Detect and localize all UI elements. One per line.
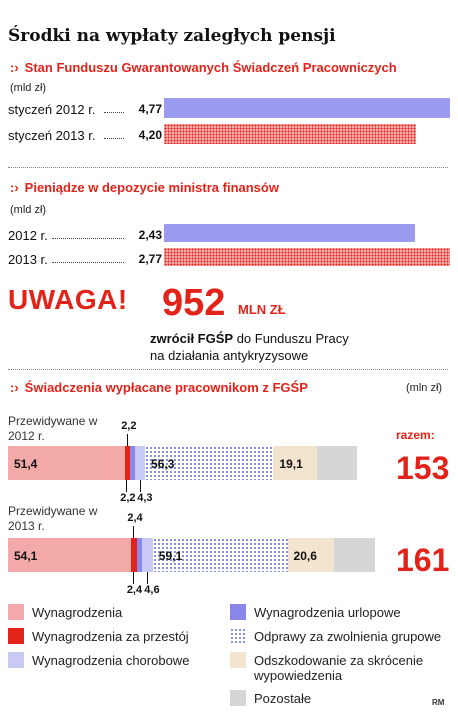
total-value: 153 (396, 450, 450, 486)
pointer-line (127, 434, 129, 446)
legend-swatch (8, 604, 24, 620)
section-marker-icon: :› (10, 60, 19, 75)
segment-value-label: 2,2 (121, 420, 137, 432)
bar-category-label: styczeń 2012 r. (8, 102, 96, 117)
bar-category-label: styczeń 2013 r. (8, 128, 96, 143)
bar-segment (131, 538, 137, 572)
callout-text-line2: na działania antykryzysowe (150, 348, 309, 363)
callout-text-bold: zwrócił FGŚP (150, 331, 234, 346)
legend-label: Wynagrodzenia chorobowe (32, 653, 190, 668)
legend-label: Wynagrodzenia urlopowe (254, 605, 401, 620)
pointer-line (133, 526, 135, 538)
section3-unit: (mln zł) (406, 382, 443, 394)
segment-value-label: 2,2 (120, 492, 136, 504)
bar-segment (287, 538, 335, 572)
pointer-line (140, 480, 142, 492)
bar (164, 124, 416, 144)
legend-swatch (8, 628, 24, 644)
divider (8, 368, 448, 370)
benefits-stacked-chart: Przewidywane w 2012 r. 51,4 2,2 2,2 4,3 56,3 1… (0, 400, 458, 596)
bar (164, 224, 415, 242)
page-title: Środki na wypłaty zaległych pensji (8, 26, 336, 46)
bar-value-label: 2,77 (138, 252, 162, 266)
leader-dots (52, 262, 124, 263)
callout-number-unit: MLN ZŁ (238, 302, 286, 317)
bar (164, 98, 450, 118)
bar-segment (8, 446, 126, 480)
segment-value-label: 19,1 (279, 457, 303, 471)
fund-bar-chart: styczeń 2012 r. 4,77 styczeń 2013 r. 4,20 (0, 96, 458, 152)
bar-segment (135, 446, 146, 480)
legend-label: Pozostałe (254, 691, 312, 706)
bar-segment (316, 446, 357, 480)
callout-text-rest: do Funduszu Pracy (233, 331, 349, 346)
deposit-bar-chart: 2012 r. 2,43 2013 r. 2,77 (0, 222, 458, 272)
total-label: razem: (396, 428, 435, 442)
bar-segment (273, 446, 317, 480)
bar-segment (152, 538, 288, 572)
section-marker-icon: :› (10, 380, 19, 395)
divider (8, 166, 448, 168)
leader-dots (104, 138, 124, 139)
section2-heading: :› Pieniądze w depozycie ministra finansó… (10, 180, 279, 195)
row-category-label: Przewidywane w 2013 r. (8, 504, 98, 533)
credit: RM (432, 698, 445, 707)
segment-value-label: 56,3 (151, 457, 175, 471)
bar-value-label: 4,77 (138, 102, 162, 116)
segment-value-label: 54,1 (14, 549, 38, 563)
legend-swatch (8, 652, 24, 668)
legend-label: Odprawy za zwolnienia grupowe (254, 629, 442, 644)
pointer-line (147, 572, 149, 584)
legend-swatch (230, 604, 246, 620)
legend-swatch (230, 628, 246, 644)
bar-segment (125, 446, 131, 480)
segment-value-label: 2,4 (126, 584, 143, 596)
legend: Wynagrodzenia Wynagrodzenia urlopowe Wynag… (0, 598, 458, 710)
pointer-line (126, 480, 128, 492)
row-category-label: Przewidywane w 2012 r. (8, 414, 98, 443)
bar-segment (145, 446, 274, 480)
pointer-line (132, 572, 134, 584)
legend-label: Odszkodowanie za skrócenie wypowiedzenia (254, 653, 424, 683)
segment-value-label: 4,6 (144, 584, 160, 596)
bar-value-label: 4,20 (138, 128, 162, 142)
bar-segment (142, 538, 153, 572)
bar (164, 248, 450, 266)
leader-dots (104, 112, 124, 113)
section3-heading: :› Świadczenia wypłacane pracownikom z FG… (10, 380, 308, 395)
segment-value-label: 51,4 (14, 457, 38, 471)
bar-category-label: 2013 r. (8, 252, 48, 267)
warning-label: UWAGA! (8, 284, 128, 315)
bar-category-label: 2012 r. (8, 228, 48, 243)
callout-number: 952 (162, 282, 226, 324)
legend-swatch (230, 652, 246, 668)
segment-value-label: 59,1 (158, 549, 183, 563)
bar-segment (136, 538, 143, 572)
section-marker-icon: :› (10, 180, 19, 195)
callout-text: zwrócił FGŚP do Funduszu Pracy na działa… (150, 330, 390, 364)
bar-segment (130, 446, 136, 480)
bar-value-label: 2,43 (138, 228, 162, 242)
bar-segment (334, 538, 376, 572)
legend-label: Wynagrodzenia (32, 605, 123, 620)
segment-value-label: 20,6 (293, 549, 317, 563)
section1-unit: (mld zł) (10, 82, 47, 94)
leader-dots (52, 238, 124, 239)
legend-label: Wynagrodzenia za przestój (32, 629, 189, 644)
legend-swatch (230, 690, 246, 706)
segment-value-label: 4,3 (137, 492, 153, 504)
total-value: 161 (396, 542, 450, 578)
bar-segment (8, 538, 132, 572)
segment-value-label: 2,4 (127, 512, 143, 524)
section1-heading: :› Stan Funduszu Gwarantowanych Świadczeń… (10, 60, 397, 75)
section2-unit: (mld zł) (10, 204, 47, 216)
